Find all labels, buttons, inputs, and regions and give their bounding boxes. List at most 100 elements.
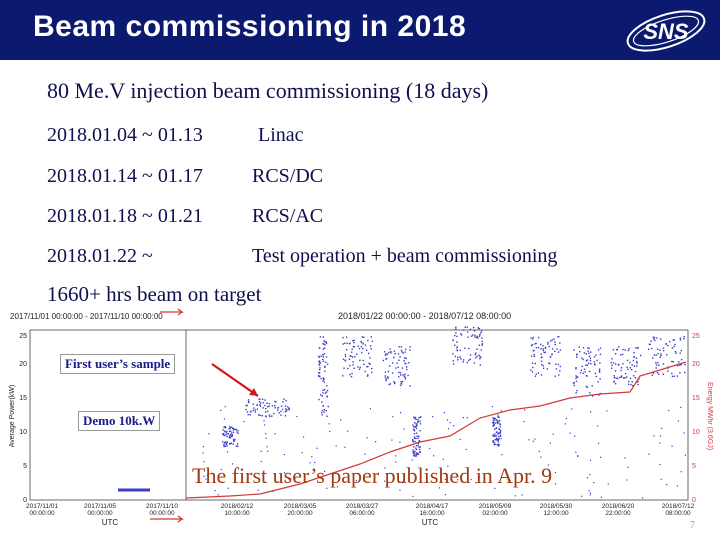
schedule-activity-3: RCS/AC — [252, 205, 324, 227]
power-point — [627, 368, 629, 371]
power-point — [666, 483, 668, 486]
power-point — [259, 398, 261, 400]
power-point — [640, 354, 642, 357]
power-point — [528, 439, 530, 441]
power-point — [581, 357, 583, 359]
power-point — [414, 422, 416, 424]
power-point — [456, 349, 459, 352]
power-point — [448, 428, 450, 430]
power-point — [532, 336, 535, 339]
power-point — [345, 349, 348, 351]
power-point — [633, 351, 635, 354]
power-point — [325, 391, 328, 393]
power-point — [477, 337, 479, 339]
power-point — [285, 410, 288, 412]
power-point — [371, 367, 373, 370]
power-point — [227, 451, 229, 453]
power-point — [574, 435, 576, 437]
power-point — [321, 411, 323, 414]
power-point — [479, 333, 481, 336]
power-point — [224, 445, 227, 448]
power-point — [230, 442, 232, 444]
power-point — [531, 362, 534, 365]
power-point — [414, 450, 416, 452]
y-left-tick: 25 — [19, 333, 27, 340]
power-point — [224, 426, 227, 429]
power-point — [229, 434, 231, 436]
power-point — [675, 352, 677, 354]
power-point — [419, 448, 421, 451]
power-point — [277, 407, 279, 409]
power-point — [318, 360, 320, 363]
power-point — [521, 494, 523, 496]
power-point — [590, 351, 592, 353]
power-point — [593, 482, 595, 484]
power-point — [220, 409, 222, 411]
power-point — [616, 348, 619, 351]
power-point — [323, 388, 326, 391]
power-point — [234, 438, 236, 441]
power-point — [232, 463, 234, 465]
power-point — [365, 349, 368, 351]
power-point — [557, 351, 560, 353]
power-point — [294, 478, 296, 480]
annotation-arrow — [211, 363, 259, 397]
power-point — [274, 433, 276, 435]
power-point — [636, 362, 638, 364]
power-point — [356, 353, 358, 355]
power-point — [530, 355, 533, 357]
power-point — [599, 362, 601, 364]
power-point — [393, 381, 395, 383]
power-point — [418, 451, 421, 453]
power-point — [591, 395, 594, 397]
power-point — [285, 399, 287, 402]
power-point — [245, 408, 247, 411]
power-point — [205, 478, 207, 480]
power-point — [478, 335, 481, 337]
power-point — [280, 410, 282, 413]
power-point — [617, 377, 619, 380]
power-point — [658, 373, 660, 375]
power-point — [549, 340, 552, 342]
power-point — [342, 336, 344, 339]
power-point — [611, 367, 613, 369]
power-point — [464, 347, 466, 349]
power-point — [355, 479, 358, 482]
power-point — [222, 429, 224, 431]
power-point — [615, 363, 617, 365]
power-point — [335, 445, 337, 447]
power-point — [352, 364, 354, 366]
power-point — [492, 440, 494, 443]
power-point — [383, 351, 386, 353]
power-point — [323, 340, 325, 342]
power-point — [319, 372, 321, 374]
power-point — [626, 359, 629, 362]
power-point — [318, 398, 320, 401]
power-point — [415, 455, 418, 457]
power-point — [370, 348, 372, 350]
power-point — [480, 349, 482, 351]
power-point — [359, 366, 361, 369]
power-point — [540, 348, 542, 350]
power-point — [610, 361, 612, 364]
power-point — [540, 356, 543, 359]
power-point — [634, 377, 637, 379]
power-point — [384, 480, 386, 482]
power-point — [399, 441, 401, 443]
power-point — [414, 455, 416, 457]
power-point — [558, 374, 560, 376]
bottom-range-arrow-icon — [150, 515, 184, 523]
power-point — [547, 343, 549, 345]
power-point — [579, 351, 581, 353]
power-point — [457, 356, 459, 359]
power-point — [412, 441, 415, 443]
power-point — [395, 367, 397, 369]
power-point — [409, 385, 411, 387]
power-point — [226, 441, 228, 443]
power-point — [415, 432, 418, 434]
power-point — [417, 443, 420, 445]
power-point — [480, 332, 482, 334]
power-point — [661, 427, 663, 429]
power-point — [481, 340, 483, 343]
power-point — [322, 380, 324, 382]
